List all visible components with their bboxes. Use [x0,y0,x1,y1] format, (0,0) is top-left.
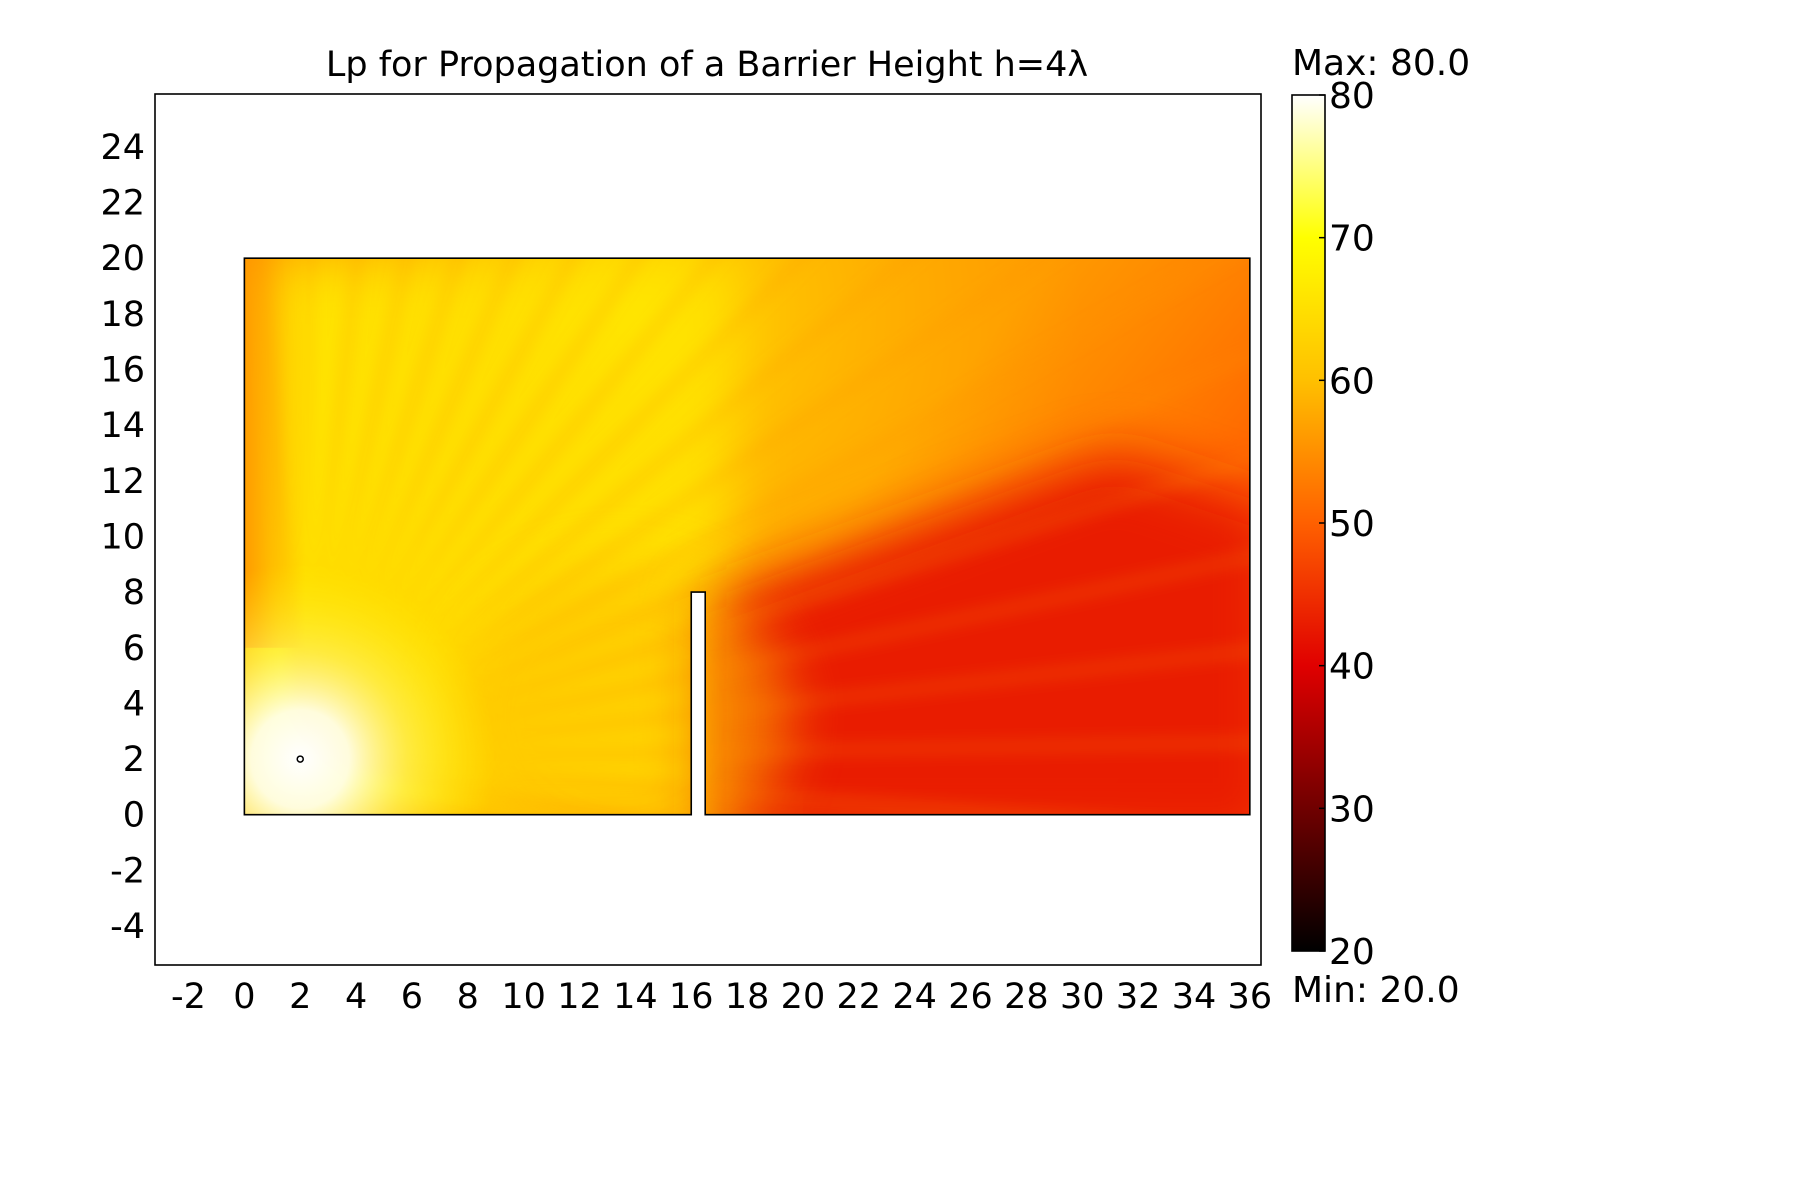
chart-title: Lp for Propagation of a Barrier Height h… [326,45,1088,85]
colorbar-ticks: 20 30 40 50 60 70 80 [1319,76,1375,973]
colorbar-tick-label: 80 [1329,76,1375,117]
y-tick-label: 12 [100,462,145,502]
x-tick-label: 32 [1116,977,1161,1017]
y-tick-label: 24 [100,128,145,168]
colorbar: 20 30 40 50 60 70 80 Max: 80.0 Min: 20.0 [1291,43,1470,1011]
y-tick-label: 14 [100,406,145,446]
colorbar-min-label: Min: 20.0 [1292,970,1460,1011]
x-tick-label: 24 [892,977,937,1017]
x-tick-label: 6 [401,977,423,1017]
x-tick-label: 4 [345,977,367,1017]
x-tick-label: 14 [613,977,658,1017]
colorbar-tick-label: 30 [1329,789,1375,830]
x-tick-label: 22 [837,977,882,1017]
y-tick-label: 8 [123,573,145,613]
colorbar-tick-label: 20 [1329,932,1375,973]
x-tick-label: 16 [669,977,714,1017]
source-marker [296,755,304,763]
colorbar-tick-label: 60 [1329,361,1375,402]
colorbar-tick-label: 40 [1329,647,1375,688]
y-tick-label: 6 [123,629,145,669]
x-tick-label: -2 [171,977,206,1017]
field-source-glow [244,258,1250,815]
x-tick-label: 30 [1060,977,1105,1017]
x-tick-label: 8 [457,977,479,1017]
y-tick-label: -2 [110,851,145,891]
x-tick-label: 18 [725,977,770,1017]
x-tick-label: 28 [1004,977,1049,1017]
x-tick-label: 0 [233,977,255,1017]
domain-boundary [243,257,1251,816]
y-tick-label: 22 [100,184,145,224]
x-tick-label: 26 [948,977,993,1017]
y-tick-label: 18 [100,295,145,335]
colorbar-tick-label: 70 [1329,219,1375,260]
x-axis: -2 0 2 4 6 8 10 12 14 16 18 20 22 24 26 28 30 32 34 36 [171,977,1272,1017]
x-tick-label: 34 [1172,977,1217,1017]
y-tick-label: -4 [110,907,145,947]
y-tick-label: 20 [100,239,145,279]
colorbar-max-label: Max: 80.0 [1292,43,1470,84]
plot-frame [154,93,1262,966]
x-tick-label: 2 [289,977,311,1017]
y-tick-label: 10 [100,517,145,557]
x-tick-label: 12 [557,977,602,1017]
x-tick-label: 36 [1228,977,1273,1017]
y-tick-label: 0 [123,796,145,836]
x-tick-label: 20 [781,977,826,1017]
y-tick-label: 4 [123,684,145,724]
y-tick-label: 16 [100,350,145,390]
x-tick-label: 10 [501,977,546,1017]
colorbar-tick-label: 50 [1329,504,1375,545]
sound-field [244,258,1250,815]
y-tick-label: 2 [123,740,145,780]
